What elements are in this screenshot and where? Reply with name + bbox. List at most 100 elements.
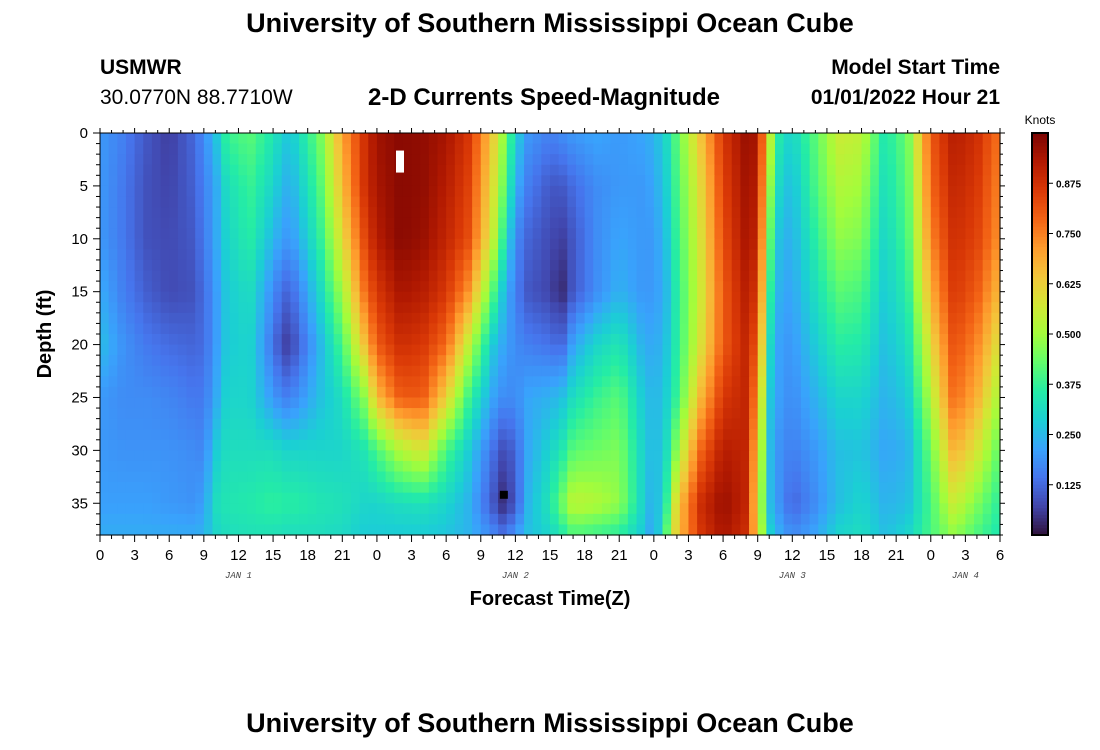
heatmap-cell xyxy=(307,386,317,399)
heatmap-cell xyxy=(212,133,222,145)
heatmap-cell xyxy=(558,344,568,356)
heatmap-cell xyxy=(896,207,906,219)
heatmap-cell xyxy=(307,365,317,377)
heatmap-cell xyxy=(532,471,542,483)
heatmap-cell xyxy=(290,133,300,145)
heatmap-cell xyxy=(878,312,889,325)
heatmap-cell xyxy=(671,418,681,430)
heatmap-cell xyxy=(852,270,863,282)
heatmap-cell xyxy=(662,154,672,166)
heatmap-cell xyxy=(498,143,508,155)
heatmap-cell xyxy=(307,270,317,282)
heatmap-cell xyxy=(818,513,828,526)
colorbar-swatch xyxy=(1032,280,1048,285)
heatmap-cell xyxy=(948,524,958,536)
heatmap-cell xyxy=(766,185,776,198)
heatmap-cell xyxy=(575,386,586,399)
heatmap-cell xyxy=(290,175,300,187)
heatmap-cell xyxy=(342,355,352,367)
heatmap-cell xyxy=(844,291,854,303)
heatmap-cell xyxy=(299,429,309,441)
heatmap-cell xyxy=(273,302,283,314)
heatmap-cell xyxy=(671,397,681,409)
heatmap-cell xyxy=(394,334,404,346)
heatmap-cell xyxy=(385,207,395,219)
heatmap-cell xyxy=(775,355,785,367)
heatmap-cell xyxy=(697,418,707,430)
heatmap-cell xyxy=(255,323,266,335)
heatmap-cell xyxy=(264,133,274,145)
heatmap-cell xyxy=(498,482,508,494)
heatmap-cell xyxy=(593,355,603,367)
heatmap-cell xyxy=(134,312,144,325)
heatmap-cell xyxy=(584,228,594,240)
heatmap-cell xyxy=(974,228,984,240)
heatmap-cell xyxy=(454,228,465,240)
heatmap-cell xyxy=(619,185,629,198)
heatmap-cell xyxy=(368,365,378,377)
heatmap-cell xyxy=(671,334,681,346)
heatmap-cell xyxy=(134,344,144,356)
heatmap-cell xyxy=(428,270,439,282)
heatmap-cell xyxy=(376,408,387,420)
colorbar-swatch xyxy=(1032,464,1048,469)
heatmap-cell xyxy=(437,133,447,145)
heatmap-cell xyxy=(956,365,966,377)
heatmap-cell xyxy=(342,524,352,536)
heatmap-cell xyxy=(359,524,369,536)
heatmap-cell xyxy=(437,386,447,399)
heatmap-cell xyxy=(134,154,144,166)
heatmap-cell xyxy=(982,513,992,526)
heatmap-cell xyxy=(766,196,776,208)
heatmap-cell xyxy=(870,291,880,303)
heatmap-cell xyxy=(143,376,153,388)
heatmap-cell xyxy=(757,376,767,388)
heatmap-cell xyxy=(281,143,291,155)
heatmap-cell xyxy=(584,281,594,293)
heatmap-cell xyxy=(515,217,525,229)
heatmap-cell xyxy=(896,302,906,314)
heatmap-cell xyxy=(904,471,915,483)
heatmap-cell xyxy=(359,323,369,335)
heatmap-cell xyxy=(697,259,707,272)
heatmap-cell xyxy=(800,291,811,303)
colorbar-swatch xyxy=(1032,143,1048,147)
heatmap-cell xyxy=(177,482,188,494)
heatmap-cell xyxy=(325,355,335,367)
heatmap-cell xyxy=(411,450,421,462)
heatmap-cell xyxy=(749,408,759,420)
heatmap-cell xyxy=(350,238,361,250)
heatmap-cell xyxy=(852,460,863,473)
heatmap-cell xyxy=(411,238,421,250)
heatmap-cell xyxy=(212,482,222,494)
heatmap-cell xyxy=(636,334,646,346)
colorbar-swatch xyxy=(1032,384,1048,389)
heatmap-cell xyxy=(809,397,819,409)
heatmap-cell xyxy=(134,270,144,282)
heatmap-cell xyxy=(740,270,750,282)
heatmap-cell xyxy=(125,386,136,399)
heatmap-cell xyxy=(783,513,793,526)
heatmap-cell xyxy=(627,154,638,166)
heatmap-cell xyxy=(100,492,110,504)
heatmap-cell xyxy=(974,249,984,261)
heatmap-cell xyxy=(264,281,274,293)
heatmap-cell xyxy=(939,418,949,430)
heatmap-cell xyxy=(982,154,992,166)
heatmap-cell xyxy=(480,334,491,346)
heatmap-cell xyxy=(325,397,335,409)
heatmap-cell xyxy=(922,450,932,462)
heatmap-cell xyxy=(636,302,646,314)
x-tick-label: 3 xyxy=(130,547,138,564)
heatmap-cell xyxy=(100,397,110,409)
heatmap-cell xyxy=(766,408,776,420)
heatmap-cell xyxy=(238,259,248,272)
heatmap-cell xyxy=(273,259,283,272)
heatmap-cell xyxy=(783,281,793,293)
heatmap-cell xyxy=(273,238,283,250)
heatmap-cell xyxy=(134,207,144,219)
heatmap-cell xyxy=(212,281,222,293)
heatmap-cell xyxy=(671,270,681,282)
heatmap-cell xyxy=(956,164,966,176)
heatmap-cell xyxy=(653,302,664,314)
